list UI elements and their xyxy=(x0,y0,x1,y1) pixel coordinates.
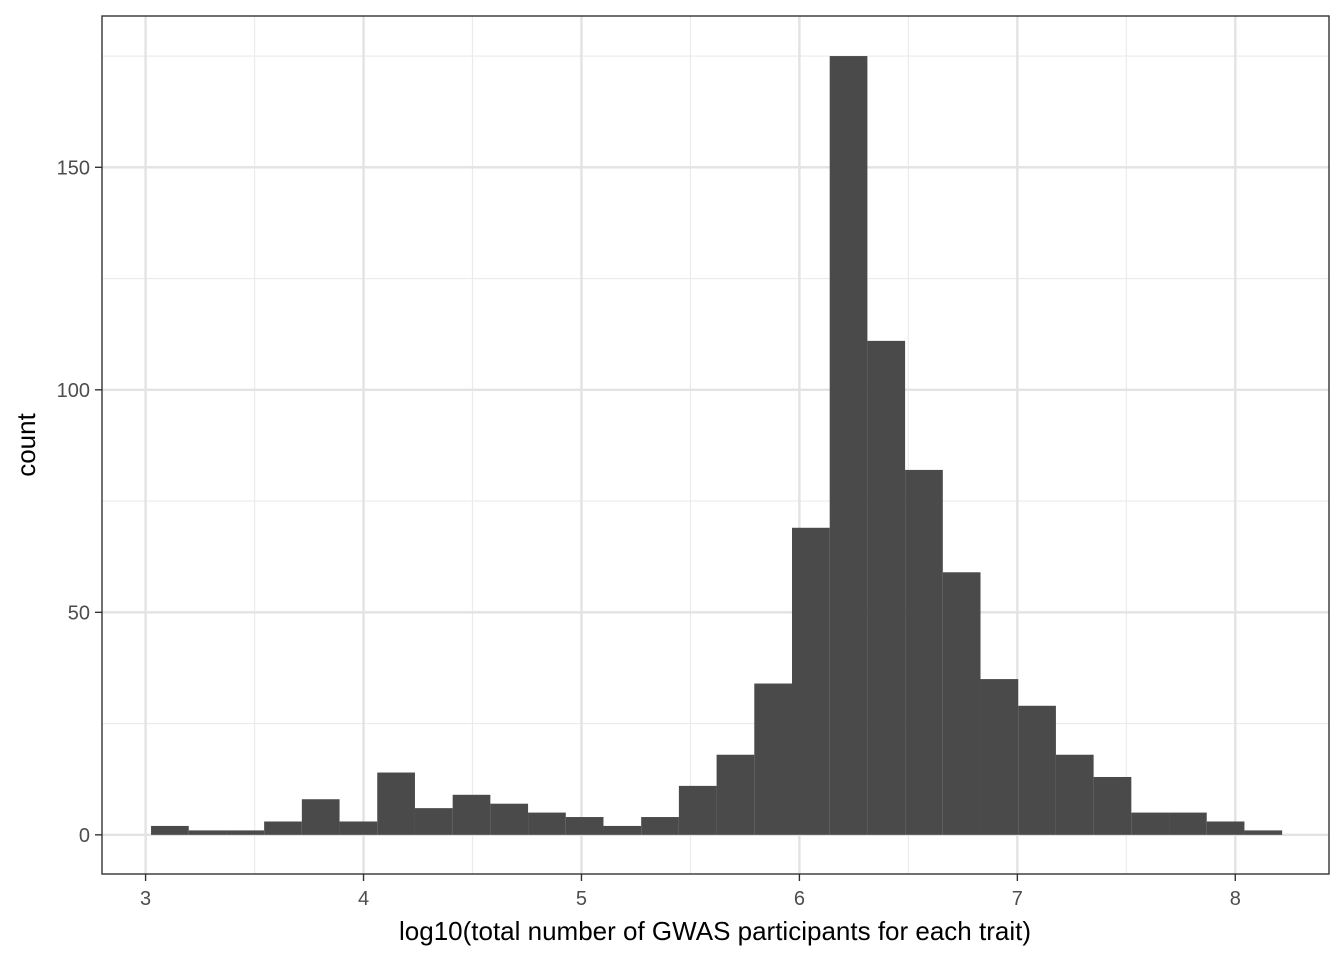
histogram-bar xyxy=(867,340,906,835)
histogram-bar xyxy=(414,808,453,835)
histogram-bar xyxy=(980,679,1019,835)
histogram-bar xyxy=(942,572,981,835)
y-axis: 0 50 100 150 xyxy=(57,157,102,847)
histogram-bar xyxy=(339,821,378,835)
histogram-bar xyxy=(905,469,943,835)
histogram-bar xyxy=(754,683,792,835)
histogram-bar xyxy=(1018,705,1056,835)
histogram-bar xyxy=(301,799,340,835)
histogram-bar xyxy=(1206,821,1245,835)
y-tick-label: 0 xyxy=(79,825,90,847)
histogram-bar xyxy=(490,803,529,835)
histogram-bar xyxy=(1244,830,1283,835)
histogram-bar xyxy=(716,754,755,835)
y-tick-label: 150 xyxy=(57,157,90,179)
x-axis-title: log10(total number of GWAS participants … xyxy=(399,916,1031,946)
histogram-bar xyxy=(565,817,604,835)
x-tick-label: 3 xyxy=(140,888,151,910)
histogram-bar xyxy=(528,812,566,835)
histogram-bar xyxy=(377,772,415,835)
x-tick-label: 4 xyxy=(358,888,369,910)
x-tick-label: 5 xyxy=(576,888,587,910)
panel-background xyxy=(102,16,1329,874)
y-tick-label: 50 xyxy=(68,602,90,624)
histogram-bar xyxy=(1093,776,1132,835)
histogram-bar xyxy=(678,785,717,835)
histogram-bar xyxy=(1169,812,1207,835)
histogram-bar xyxy=(1055,754,1094,835)
panel-border xyxy=(101,15,1330,875)
histogram-bar xyxy=(264,821,302,835)
histogram-bar xyxy=(603,825,642,835)
minor-gridlines xyxy=(102,16,1329,874)
histogram-bar xyxy=(829,56,868,835)
x-tick-label: 7 xyxy=(1012,888,1023,910)
histogram-bar xyxy=(452,794,491,835)
histogram-bar xyxy=(226,830,265,835)
y-tick-label: 100 xyxy=(57,380,90,402)
x-tick-label: 8 xyxy=(1230,888,1241,910)
x-tick-label: 6 xyxy=(794,888,805,910)
histogram-bars xyxy=(151,56,1283,835)
histogram-bar xyxy=(188,830,227,835)
histogram-bar xyxy=(1131,812,1170,835)
x-axis: 3 4 5 6 7 8 xyxy=(140,874,1241,910)
histogram-bar xyxy=(151,825,189,835)
y-axis-title: count xyxy=(11,412,41,476)
histogram-bar xyxy=(641,817,679,835)
histogram-bar xyxy=(791,527,830,835)
